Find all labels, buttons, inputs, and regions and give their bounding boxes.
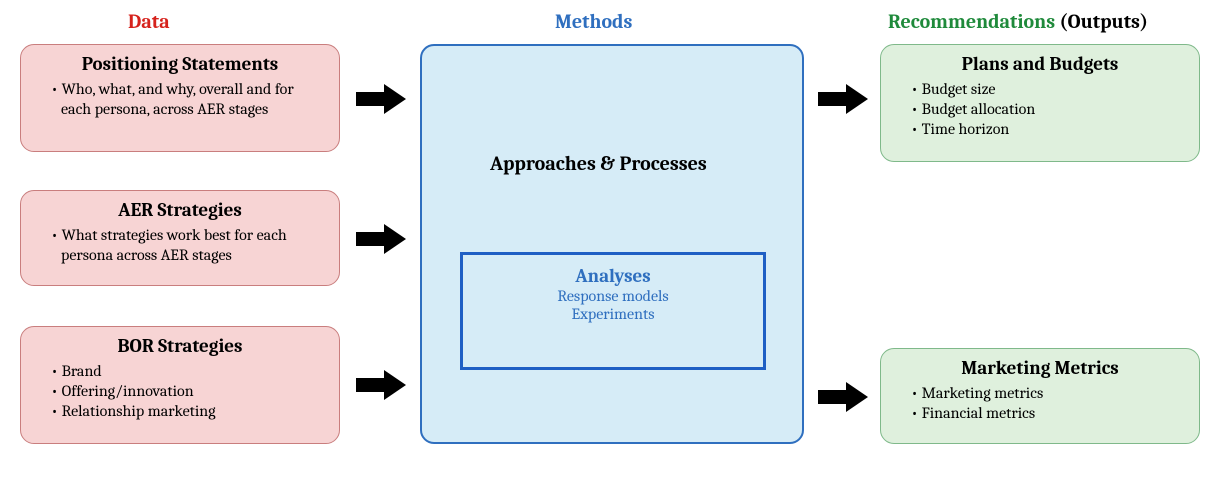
analyses-item-1: Experiments [463, 305, 763, 323]
analyses-box: Analyses Response models Experiments [460, 252, 766, 370]
card-bullets: Budget sizeBudget allocationTime horizon [895, 79, 1185, 139]
card-title: Plans and Budgets [895, 53, 1185, 75]
card-aer-strategies: AER Strategies What strategies work best… [20, 190, 340, 286]
card-bor-strategies: BOR Strategies BrandOffering/innovationR… [20, 326, 340, 444]
card-positioning-statements: Positioning Statements Who, what, and wh… [20, 44, 340, 152]
card-bullets: Who, what, and why, overall and for each… [35, 79, 325, 119]
header-data: Data [128, 10, 170, 33]
card-title: AER Strategies [35, 199, 325, 221]
analyses-title: Analyses [463, 265, 763, 287]
bullet-item: Budget size [911, 79, 1185, 99]
card-title: BOR Strategies [35, 335, 325, 357]
arrow-icon [818, 382, 868, 412]
arrow-icon [356, 224, 406, 254]
card-marketing-metrics: Marketing Metrics Marketing metricsFinan… [880, 348, 1200, 444]
methods-box [420, 44, 804, 444]
card-title: Positioning Statements [35, 53, 325, 75]
bullet-item: Who, what, and why, overall and for each… [51, 79, 325, 119]
analyses-item-0: Response models [463, 287, 763, 305]
header-methods: Methods [555, 10, 632, 33]
bullet-item: What strategies work best for each perso… [51, 225, 325, 265]
card-bullets: What strategies work best for each perso… [35, 225, 325, 265]
arrow-icon [356, 84, 406, 114]
bullet-item: Financial metrics [911, 403, 1185, 423]
bullet-item: Time horizon [911, 119, 1185, 139]
card-plans-budgets: Plans and Budgets Budget sizeBudget allo… [880, 44, 1200, 162]
card-bullets: Marketing metricsFinancial metrics [895, 383, 1185, 423]
arrow-icon [818, 84, 868, 114]
card-title: Marketing Metrics [895, 357, 1185, 379]
bullet-item: Relationship marketing [51, 401, 325, 421]
arrow-icon [356, 370, 406, 400]
bullet-item: Offering/innovation [51, 381, 325, 401]
card-bullets: BrandOffering/innovationRelationship mar… [35, 361, 325, 421]
bullet-item: Brand [51, 361, 325, 381]
bullet-item: Budget allocation [911, 99, 1185, 119]
bullet-item: Marketing metrics [911, 383, 1185, 403]
header-recommendations: Recommendations (Outputs) [888, 10, 1148, 33]
approaches-label: Approaches & Processes [490, 152, 707, 175]
